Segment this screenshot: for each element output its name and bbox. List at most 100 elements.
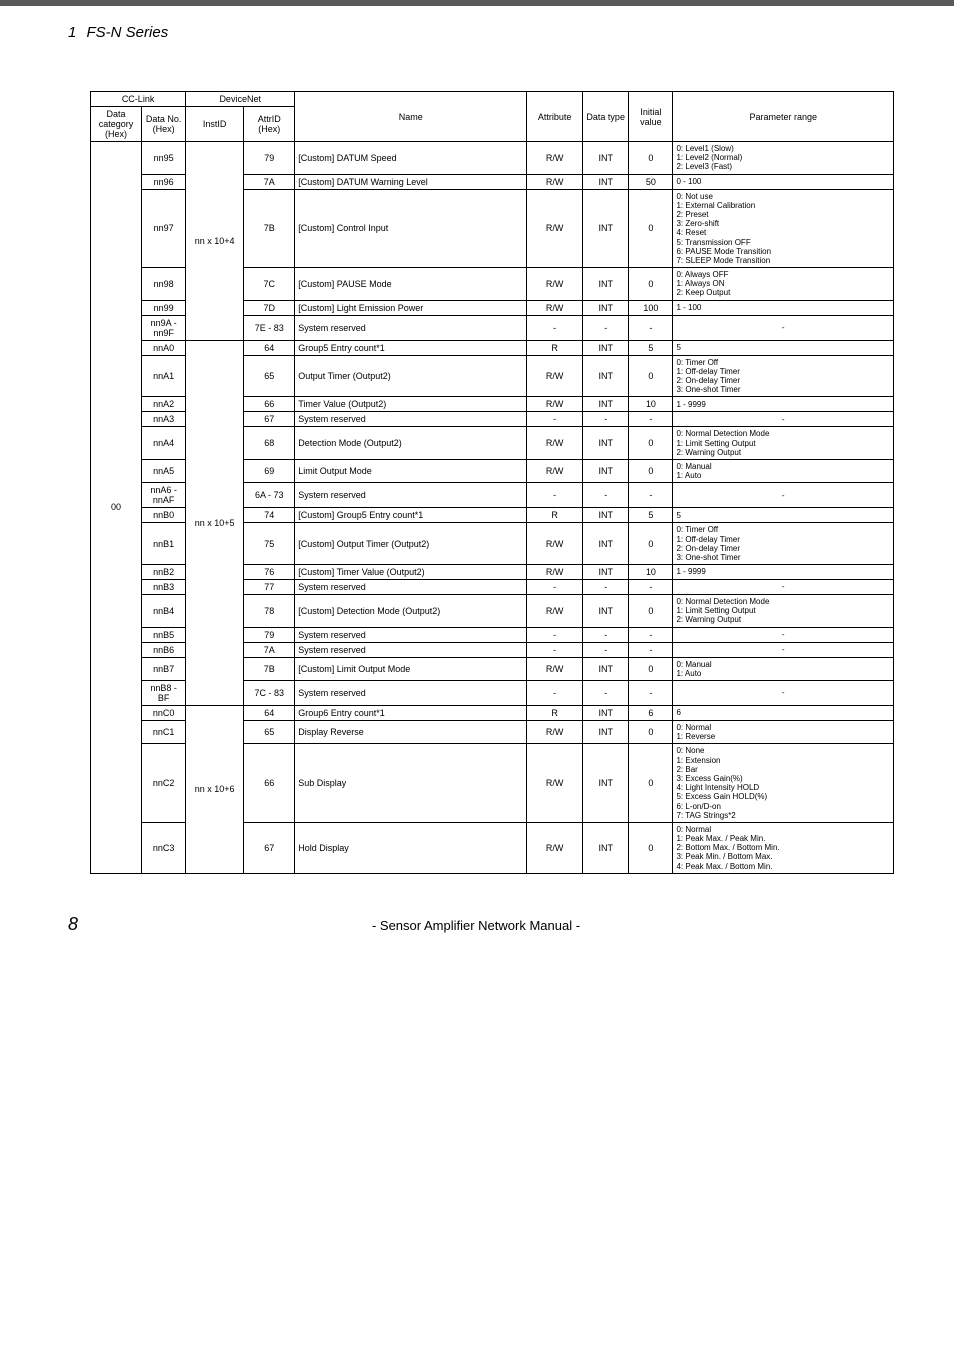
cell-initial: 10 xyxy=(629,397,673,412)
cell-name: [Custom] Detection Mode (Output2) xyxy=(295,595,527,628)
cell-range: 0: Manual 1: Auto xyxy=(673,459,894,482)
cell-datano: nnA3 xyxy=(142,412,186,427)
cell-initial: - xyxy=(629,315,673,340)
cell-datano: nnC0 xyxy=(142,706,186,721)
cell-range: 0: Always OFF 1: Always ON 2: Keep Outpu… xyxy=(673,268,894,301)
table-row: nnC0nn x 10+664Group6 Entry count*1RINT6… xyxy=(91,706,894,721)
cell-datano: nnA2 xyxy=(142,397,186,412)
cell-datano: nnC1 xyxy=(142,721,186,744)
cell-attrid: 7B xyxy=(244,657,295,680)
page-footer: 8 - Sensor Amplifier Network Manual - xyxy=(0,874,954,955)
table-body: 00nn95nn x 10+479[Custom] DATUM SpeedR/W… xyxy=(91,142,894,874)
cell-datano: nn95 xyxy=(142,142,186,175)
cell-attrid: 79 xyxy=(244,627,295,642)
cell-datano: nnB6 xyxy=(142,642,186,657)
cell-name: Timer Value (Output2) xyxy=(295,397,527,412)
cell-attribute: R/W xyxy=(527,595,583,628)
cell-datatype: INT xyxy=(582,300,628,315)
cell-attrid: 7A xyxy=(244,642,295,657)
parameter-table: CC-Link DeviceNet Name Attribute Data ty… xyxy=(90,91,894,874)
cell-range: 5 xyxy=(673,508,894,523)
cell-attribute: R/W xyxy=(527,523,583,565)
cell-attrid: 78 xyxy=(244,595,295,628)
header-initial: Initial value xyxy=(629,92,673,142)
cell-range: 0: Timer Off 1: Off-delay Timer 2: On-de… xyxy=(673,523,894,565)
cell-range: - xyxy=(673,580,894,595)
cell-datano: nnB2 xyxy=(142,565,186,580)
cell-datatype: INT xyxy=(582,142,628,175)
cell-datano: nnB3 xyxy=(142,580,186,595)
cell-range: - xyxy=(673,627,894,642)
cell-attrid: 7D xyxy=(244,300,295,315)
cell-datano: nnC2 xyxy=(142,744,186,823)
cell-range: 0: Level1 (Slow) 1: Level2 (Normal) 2: L… xyxy=(673,142,894,175)
cell-datatype: - xyxy=(582,412,628,427)
cell-datatype: INT xyxy=(582,721,628,744)
cell-range: - xyxy=(673,642,894,657)
cell-name: [Custom] Output Timer (Output2) xyxy=(295,523,527,565)
cell-name: [Custom] Limit Output Mode xyxy=(295,657,527,680)
table-row: nnA0nn x 10+564Group5 Entry count*1RINT5… xyxy=(91,340,894,355)
header-instid: InstID xyxy=(186,107,244,142)
section-text: FS-N Series xyxy=(87,24,169,41)
cell-range: 0: Normal Detection Mode 1: Limit Settin… xyxy=(673,595,894,628)
cell-name: System reserved xyxy=(295,642,527,657)
cell-attribute: R/W xyxy=(527,397,583,412)
cell-datano: nnB7 xyxy=(142,657,186,680)
footer-text: - Sensor Amplifier Network Manual - xyxy=(372,918,580,933)
cell-datatype: INT xyxy=(582,427,628,460)
cell-datatype: INT xyxy=(582,189,628,268)
cell-initial: - xyxy=(629,681,673,706)
cell-datatype: - xyxy=(582,642,628,657)
cell-initial: 0 xyxy=(629,189,673,268)
header-devicenet: DeviceNet xyxy=(186,92,295,107)
cell-datano: nnA1 xyxy=(142,355,186,397)
cell-range: 6 xyxy=(673,706,894,721)
cell-attribute: - xyxy=(527,642,583,657)
cell-range: - xyxy=(673,483,894,508)
cell-name: [Custom] Timer Value (Output2) xyxy=(295,565,527,580)
cell-name: Detection Mode (Output2) xyxy=(295,427,527,460)
cell-datatype: INT xyxy=(582,397,628,412)
cell-initial: 6 xyxy=(629,706,673,721)
cell-attribute: - xyxy=(527,627,583,642)
cell-attrid: 7A xyxy=(244,174,295,189)
header-datacat: Data category (Hex) xyxy=(91,107,142,142)
cell-range: 0: Not use 1: External Calibration 2: Pr… xyxy=(673,189,894,268)
cell-attribute: R/W xyxy=(527,744,583,823)
cell-name: System reserved xyxy=(295,483,527,508)
cell-initial: 10 xyxy=(629,565,673,580)
cell-name: [Custom] Control Input xyxy=(295,189,527,268)
cell-attribute: - xyxy=(527,580,583,595)
cell-attrid: 7B xyxy=(244,189,295,268)
cell-datatype: - xyxy=(582,580,628,595)
cell-initial: 0 xyxy=(629,427,673,460)
cell-attribute: R/W xyxy=(527,427,583,460)
cell-datatype: INT xyxy=(582,744,628,823)
header-attrid: AttrID (Hex) xyxy=(244,107,295,142)
cell-attribute: R/W xyxy=(527,721,583,744)
cell-attribute: R xyxy=(527,508,583,523)
cell-datatype: INT xyxy=(582,459,628,482)
cell-initial: 0 xyxy=(629,721,673,744)
cell-datatype: INT xyxy=(582,657,628,680)
cell-range: 0: Normal 1: Peak Max. / Peak Min. 2: Bo… xyxy=(673,822,894,873)
header-cclink: CC-Link xyxy=(91,92,186,107)
cell-attribute: R/W xyxy=(527,174,583,189)
cell-name: [Custom] Light Emission Power xyxy=(295,300,527,315)
cell-initial: 0 xyxy=(629,355,673,397)
cell-name: System reserved xyxy=(295,627,527,642)
cell-name: Sub Display xyxy=(295,744,527,823)
cell-initial: 100 xyxy=(629,300,673,315)
cell-datatype: - xyxy=(582,315,628,340)
cell-attrid: 64 xyxy=(244,340,295,355)
cell-datano: nnA0 xyxy=(142,340,186,355)
cell-attribute: - xyxy=(527,483,583,508)
cell-name: System reserved xyxy=(295,412,527,427)
cell-range: 1 - 100 xyxy=(673,300,894,315)
cell-attribute: R/W xyxy=(527,355,583,397)
cell-attrid: 66 xyxy=(244,397,295,412)
cell-datano: nnB1 xyxy=(142,523,186,565)
cell-instid: nn x 10+6 xyxy=(186,706,244,874)
cell-attrid: 65 xyxy=(244,721,295,744)
